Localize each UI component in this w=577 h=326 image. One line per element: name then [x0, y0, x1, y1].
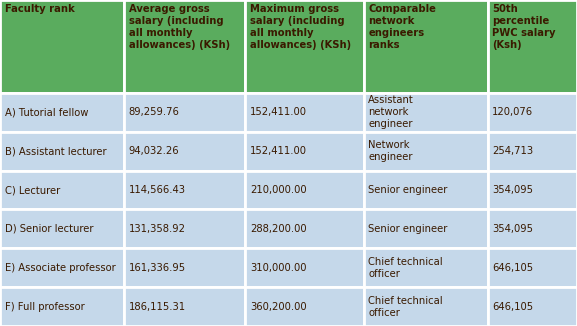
Bar — [124, 209, 245, 248]
Bar — [0, 209, 124, 248]
Text: 354,095: 354,095 — [492, 185, 533, 195]
Text: E) Associate professor: E) Associate professor — [5, 263, 115, 273]
Text: 152,411.00: 152,411.00 — [250, 146, 307, 156]
Text: Network
engineer: Network engineer — [368, 140, 413, 162]
Bar — [0, 170, 124, 209]
Text: 186,115.31: 186,115.31 — [129, 302, 186, 312]
Text: 89,259.76: 89,259.76 — [129, 107, 179, 117]
Text: Chief technical
officer: Chief technical officer — [368, 296, 443, 318]
Text: 354,095: 354,095 — [492, 224, 533, 234]
Bar — [488, 0, 577, 93]
Bar — [488, 132, 577, 170]
Bar — [488, 170, 577, 209]
Text: Faculty rank: Faculty rank — [5, 4, 74, 14]
Text: 360,200.00: 360,200.00 — [250, 302, 306, 312]
Text: F) Full professor: F) Full professor — [5, 302, 84, 312]
Bar — [0, 287, 124, 326]
Bar — [364, 287, 488, 326]
Bar — [245, 248, 364, 287]
Text: 210,000.00: 210,000.00 — [250, 185, 306, 195]
Bar — [124, 287, 245, 326]
Bar — [0, 93, 124, 132]
Text: C) Lecturer: C) Lecturer — [5, 185, 60, 195]
Text: D) Senior lecturer: D) Senior lecturer — [5, 224, 93, 234]
Bar — [364, 0, 488, 93]
Bar — [364, 93, 488, 132]
Text: Comparable
network
engineers
ranks: Comparable network engineers ranks — [368, 4, 436, 50]
Bar — [245, 0, 364, 93]
Bar — [245, 132, 364, 170]
Text: 152,411.00: 152,411.00 — [250, 107, 307, 117]
Text: Maximum gross
salary (including
all monthly
allowances) (KSh): Maximum gross salary (including all mont… — [250, 4, 351, 50]
Text: 288,200.00: 288,200.00 — [250, 224, 306, 234]
Bar — [124, 132, 245, 170]
Bar — [124, 0, 245, 93]
Bar — [245, 287, 364, 326]
Bar — [364, 170, 488, 209]
Bar — [0, 248, 124, 287]
Bar — [488, 248, 577, 287]
Text: Assistant
network
engineer: Assistant network engineer — [368, 95, 414, 129]
Text: Average gross
salary (including
all monthly
allowances) (KSh): Average gross salary (including all mont… — [129, 4, 230, 50]
Bar — [245, 93, 364, 132]
Bar — [124, 93, 245, 132]
Text: 254,713: 254,713 — [492, 146, 533, 156]
Text: Senior engineer: Senior engineer — [368, 185, 448, 195]
Text: 114,566.43: 114,566.43 — [129, 185, 186, 195]
Text: 646,105: 646,105 — [492, 302, 533, 312]
Text: Senior engineer: Senior engineer — [368, 224, 448, 234]
Text: 50th
percentile
PWC salary
(Ksh): 50th percentile PWC salary (Ksh) — [492, 4, 556, 50]
Text: 310,000.00: 310,000.00 — [250, 263, 306, 273]
Bar — [364, 132, 488, 170]
Bar — [124, 170, 245, 209]
Bar — [0, 0, 124, 93]
Bar — [124, 248, 245, 287]
Bar — [364, 209, 488, 248]
Text: 94,032.26: 94,032.26 — [129, 146, 179, 156]
Bar — [488, 209, 577, 248]
Bar — [245, 170, 364, 209]
Text: Chief technical
officer: Chief technical officer — [368, 257, 443, 279]
Text: B) Assistant lecturer: B) Assistant lecturer — [5, 146, 106, 156]
Text: 120,076: 120,076 — [492, 107, 533, 117]
Bar — [488, 93, 577, 132]
Bar — [245, 209, 364, 248]
Bar — [0, 132, 124, 170]
Bar — [364, 248, 488, 287]
Text: 161,336.95: 161,336.95 — [129, 263, 186, 273]
Text: 131,358.92: 131,358.92 — [129, 224, 186, 234]
Bar — [488, 287, 577, 326]
Text: A) Tutorial fellow: A) Tutorial fellow — [5, 107, 88, 117]
Text: 646,105: 646,105 — [492, 263, 533, 273]
